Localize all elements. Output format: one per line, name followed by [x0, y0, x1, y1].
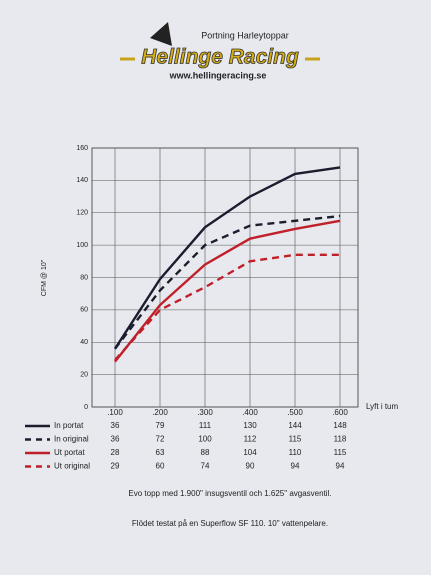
table-value: 112: [244, 435, 257, 444]
y-axis-label: CFM @ 10": [41, 259, 48, 296]
y-tick-label: 100: [76, 242, 88, 249]
table-value: 148: [333, 421, 347, 430]
legend-label: Ut original: [54, 462, 90, 471]
y-tick-label: 120: [76, 210, 88, 217]
legend-label: In portat: [54, 421, 84, 430]
series-line: [113, 166, 341, 350]
table-value: 118: [334, 435, 347, 444]
table-value: 130: [243, 421, 257, 430]
table-value: 29: [111, 462, 120, 471]
y-tick-label: 140: [76, 177, 88, 184]
table-value: 36: [111, 435, 120, 444]
x-tick-label: .300: [197, 408, 213, 417]
url: www.hellingeracing.se: [169, 70, 267, 80]
table-value: 110: [289, 448, 302, 457]
y-tick-label: 80: [80, 274, 88, 281]
table-value: 63: [156, 448, 165, 457]
x-tick-label: .500: [287, 408, 303, 417]
table-value: 100: [198, 435, 212, 444]
table-value: 90: [246, 462, 255, 471]
x-tick-label: .100: [107, 408, 123, 417]
series-line: [114, 253, 340, 361]
y-tick-label: 20: [80, 371, 88, 378]
table-value: 94: [336, 462, 345, 471]
y-tick-label: 40: [80, 339, 88, 346]
y-tick-label: 60: [80, 307, 88, 314]
table-value: 115: [334, 448, 347, 457]
note: Flödet testat på en Superflow SF 110. 10…: [132, 519, 328, 528]
table-value: 104: [243, 448, 257, 457]
legend-label: Ut portat: [54, 448, 85, 457]
y-tick-label: 160: [76, 145, 88, 152]
flag-icon: [150, 22, 172, 46]
table-value: 88: [201, 448, 210, 457]
table-value: 72: [156, 435, 165, 444]
series-line: [114, 214, 341, 350]
tagline: Portning Harleytoppar: [201, 30, 289, 40]
legend-label: In original: [54, 435, 89, 444]
table-value: 28: [111, 448, 120, 457]
series-line: [114, 219, 341, 363]
x-axis-label: Lyft i tum: [366, 402, 398, 411]
table-value: 74: [201, 462, 210, 471]
table-value: 79: [156, 421, 165, 430]
table-value: 111: [199, 421, 212, 430]
x-tick-label: .600: [332, 408, 348, 417]
table-value: 60: [156, 462, 165, 471]
x-tick-label: .400: [242, 408, 258, 417]
table-value: 144: [288, 421, 302, 430]
table-value: 36: [111, 421, 120, 430]
note: Evo topp med 1.900" insugsventil och 1.6…: [128, 489, 331, 498]
x-tick-label: .200: [152, 408, 168, 417]
table-value: 115: [289, 435, 302, 444]
y-tick-label: 0: [84, 404, 88, 411]
table-value: 94: [291, 462, 300, 471]
brand: Hellinge Racing: [141, 46, 299, 69]
